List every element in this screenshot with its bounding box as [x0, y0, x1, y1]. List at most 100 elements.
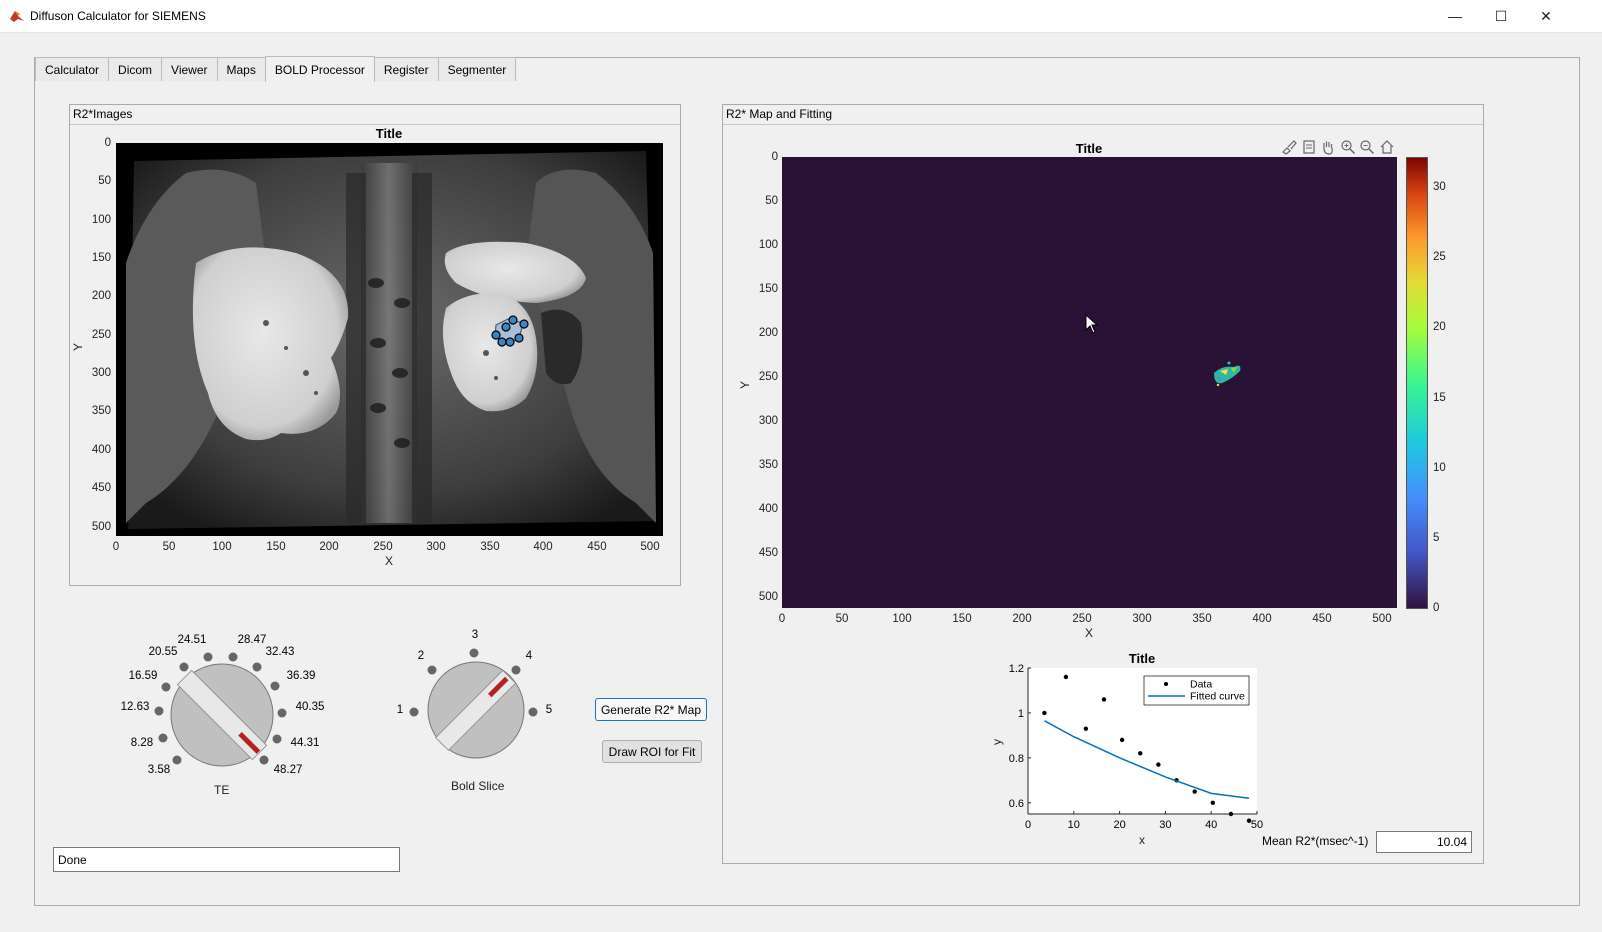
te-dot[interactable]	[272, 734, 282, 744]
fit-data-point	[1063, 674, 1069, 680]
x-tick: 300	[1132, 613, 1152, 625]
fit-x-tick-label: 0	[1025, 819, 1031, 831]
map-axes-title: Title	[1075, 141, 1103, 156]
fit-data-point	[1083, 726, 1089, 731]
y-tick: 400	[758, 503, 778, 515]
bold-slice-knob-dial[interactable]	[424, 660, 528, 764]
te-dot[interactable]	[277, 708, 287, 718]
te-value: 24.51	[177, 634, 207, 646]
y-tick: 150	[758, 283, 778, 295]
tab-bar: Calculator Dicom Viewer Maps BOLD Proces…	[35, 56, 517, 82]
te-dot[interactable]	[154, 706, 164, 716]
fit-y-ticks: 0.6 0.8 1 1.2	[1009, 663, 1031, 810]
fit-data-point	[1119, 737, 1125, 743]
fit-data-points	[1042, 674, 1252, 823]
legend-fit-label: Fitted curve	[1190, 691, 1245, 703]
mri-image[interactable]	[116, 143, 663, 536]
te-dot[interactable]	[228, 652, 238, 662]
x-tick: 150	[266, 541, 286, 553]
zoom-in-icon[interactable]	[1340, 139, 1356, 155]
y-tick: 300	[758, 415, 778, 427]
draw-roi-button[interactable]: Draw ROI for Fit	[602, 740, 702, 763]
fit-x-ticks: 0 10 20 30 40 50	[1025, 811, 1263, 831]
slice-dot[interactable]	[427, 665, 437, 675]
fit-data-point	[1210, 800, 1216, 805]
datatip-icon[interactable]	[1301, 139, 1317, 155]
y-tick: 500	[91, 521, 111, 533]
te-value: 40.35	[295, 701, 325, 713]
close-icon[interactable]: ✕	[1540, 7, 1552, 24]
te-dot[interactable]	[158, 733, 168, 743]
brush-icon[interactable]	[1281, 139, 1297, 155]
slice-value: 3	[471, 629, 479, 641]
maximize-icon[interactable]: ☐	[1494, 7, 1508, 24]
colorbar-tick: 5	[1433, 532, 1440, 544]
tab-viewer[interactable]: Viewer	[161, 57, 218, 81]
zoom-out-icon[interactable]	[1359, 139, 1375, 155]
slice-dot[interactable]	[409, 707, 419, 717]
fit-data-point	[1138, 751, 1143, 756]
tab-bold-processor[interactable]: BOLD Processor	[264, 56, 375, 82]
x-tick: 400	[1252, 613, 1272, 625]
y-tick: 500	[758, 591, 778, 603]
fit-x-tick-label: 20	[1113, 819, 1125, 831]
tab-dicom[interactable]: Dicom	[108, 57, 163, 81]
mean-r2-label: Mean R2*(msec^-1)	[1262, 834, 1369, 848]
te-dot[interactable]	[252, 662, 262, 672]
te-dot[interactable]	[179, 662, 189, 672]
y-tick: 250	[758, 371, 778, 383]
tab-register[interactable]: Register	[373, 57, 439, 81]
slice-value: 2	[417, 650, 425, 662]
tab-calculator[interactable]: Calculator	[35, 57, 110, 81]
pan-icon[interactable]	[1320, 139, 1336, 155]
fit-y-tick-label: 0.6	[1009, 798, 1024, 810]
tab-maps[interactable]: Maps	[216, 57, 266, 81]
te-value: 12.63	[120, 701, 150, 713]
te-value: 20.55	[148, 646, 178, 658]
te-value: 36.39	[286, 670, 316, 682]
window-titlebar: Diffuson Calculator for SIEMENS — ☐ ✕	[0, 0, 1602, 33]
fit-chart-title: Title	[1128, 651, 1156, 666]
y-tick: 0	[771, 151, 778, 163]
te-knob-dial[interactable]	[160, 660, 284, 784]
colorbar-tick: 0	[1433, 602, 1440, 614]
legend-box	[1143, 675, 1250, 706]
x-tick: 100	[892, 613, 912, 625]
y-tick: 450	[91, 482, 111, 494]
tab-segmenter[interactable]: Segmenter	[437, 57, 517, 81]
te-dot[interactable]	[161, 682, 171, 692]
slice-dot[interactable]	[511, 665, 521, 675]
generate-r2-map-button[interactable]: Generate R2* Map	[595, 698, 707, 721]
slice-dot[interactable]	[469, 648, 479, 658]
legend-data-marker	[1164, 682, 1168, 686]
te-dot[interactable]	[172, 755, 182, 765]
legend-data-label: Data	[1190, 679, 1212, 691]
te-dot[interactable]	[270, 681, 280, 691]
x-tick: 450	[1312, 613, 1332, 625]
te-knob-label: TE	[214, 783, 230, 797]
bold-slice-knob[interactable]	[424, 660, 528, 764]
x-tick: 250	[373, 541, 393, 553]
fit-y-tick-label: 1	[1018, 708, 1024, 720]
te-dot[interactable]	[259, 755, 269, 765]
colorbar[interactable]	[1406, 157, 1428, 609]
fit-chart[interactable]: 0 10 20 30 40 50 0.6 0.8 1 1.2 Data Fitted curve	[1000, 662, 1270, 848]
te-knob[interactable]	[160, 660, 284, 784]
x-tick: 450	[587, 541, 607, 553]
slice-dot[interactable]	[528, 707, 538, 717]
r2-star-map[interactable]	[782, 157, 1397, 608]
home-icon[interactable]	[1379, 139, 1395, 155]
minimize-icon[interactable]: —	[1448, 8, 1462, 24]
bold-slice-knob-label: Bold Slice	[451, 779, 505, 793]
panel-title: R2*Images	[73, 107, 133, 121]
status-field[interactable]: Done	[53, 847, 400, 872]
colorbar-tick: 20	[1433, 321, 1446, 333]
te-value: 3.58	[147, 764, 171, 776]
x-tick: 250	[1072, 613, 1092, 625]
fit-x-axis-label: x	[1139, 833, 1145, 847]
y-axis-label: Y	[71, 342, 86, 352]
mean-r2-value-field[interactable]: 10.04	[1376, 831, 1472, 853]
x-tick: 300	[426, 541, 446, 553]
x-axis-label: X	[385, 554, 394, 568]
te-dot[interactable]	[203, 652, 213, 662]
